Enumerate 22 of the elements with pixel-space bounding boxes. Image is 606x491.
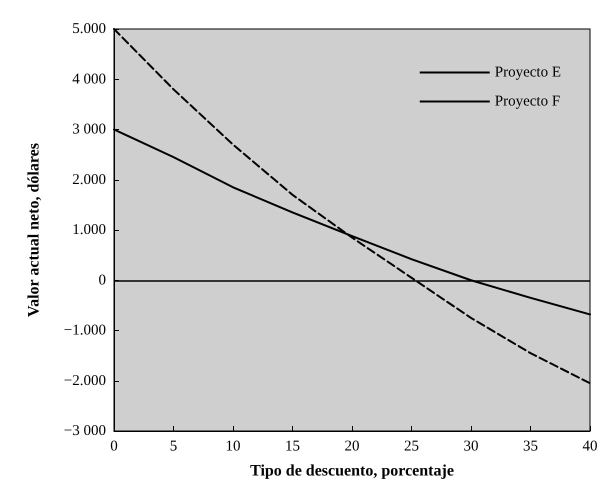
x-tick-label: 25 [404,438,419,454]
y-tick-label: 0 [98,272,106,288]
y-tick-label: 5.000 [72,21,106,37]
y-tick-label: −2.000 [64,372,106,389]
x-tick-label: 30 [464,438,478,454]
y-tick-label: −1.000 [64,322,106,338]
y-tick-label: 2.000 [72,172,106,188]
x-axis-title: Tipo de descuento, porcentaje [250,462,454,480]
y-tick-label: −3 000 [64,423,106,439]
x-tick-label: 35 [523,438,538,454]
x-tick-label: 40 [582,438,598,454]
x-tick-label: 20 [344,438,360,454]
legend-label: Proyecto E [494,64,561,80]
x-tick-label: 5 [170,438,178,454]
x-tick-label: 0 [110,438,118,454]
y-tick-label: 3 000 [72,122,106,138]
x-tick-label: 15 [285,438,300,454]
legend-label: Proyecto F [494,94,560,110]
y-tick-label: 1.000 [72,222,106,238]
y-axis-title: Valor actual neto, dólares [26,143,42,317]
y-tick-label: 4 000 [72,71,106,88]
x-tick-label: 10 [226,438,240,454]
